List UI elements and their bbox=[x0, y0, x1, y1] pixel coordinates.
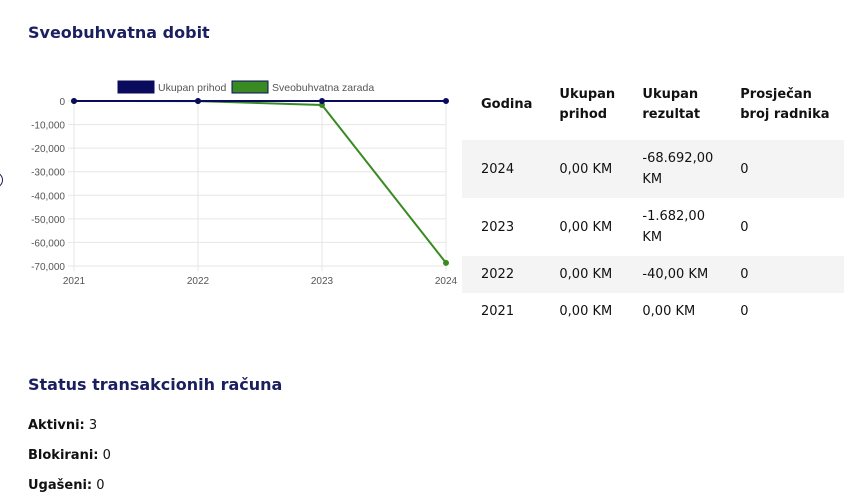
status-closed: Ugašeni: 0 bbox=[28, 478, 105, 493]
table-row: 2023 0,00 KM -1.682,00 KM 0 bbox=[462, 198, 844, 256]
status-active-label: Aktivni: bbox=[28, 418, 85, 433]
status-blocked-label: Blokirani: bbox=[28, 448, 99, 463]
cell-year: 2024 bbox=[462, 140, 541, 198]
x-tick-label: 2024 bbox=[435, 276, 458, 287]
profit-line-chart: 0 -10,000 -20,000 -30,000 -40,000 -50,000 -60,… bbox=[0, 70, 460, 295]
y-tick-label: -70,000 bbox=[31, 262, 65, 273]
cell-revenue: 0,00 KM bbox=[559, 304, 613, 319]
cell-revenue: 0,00 KM bbox=[540, 140, 624, 198]
data-point-1 bbox=[443, 259, 449, 266]
cell-year: 2023 bbox=[481, 219, 515, 235]
cell-workers: 0 bbox=[740, 219, 749, 235]
legend-swatch bbox=[117, 80, 155, 94]
data-point-0 bbox=[71, 98, 77, 104]
profit-table: Godina Ukupan prihod Ukupan rezultat Pro… bbox=[462, 70, 845, 330]
cell-workers: 0 bbox=[721, 256, 845, 293]
table-row: 2021 0,00 KM 0,00 KM 0 bbox=[462, 293, 844, 330]
header-workers: Prosječan broj radnika bbox=[740, 87, 830, 122]
y-tick-label: -20,000 bbox=[31, 144, 65, 155]
legend-label: Ukupan prihod bbox=[158, 82, 226, 94]
status-active-value: 3 bbox=[88, 418, 98, 433]
status-blocked-value: 0 bbox=[102, 448, 111, 463]
status-closed-label: Ugašeni: bbox=[28, 478, 93, 493]
table-row: 2024 0,00 KM -68.692,00 KM 0 bbox=[462, 140, 845, 198]
legend-label: Sveobuhvatna zarada bbox=[272, 82, 374, 94]
status-section-title: Status transakcionih računa bbox=[28, 375, 283, 394]
chart-svg: 0 -10,000 -20,000 -30,000 -40,000 -50,000 -60,… bbox=[31, 80, 458, 287]
x-tick-label: 2021 bbox=[63, 276, 86, 287]
y-tick-label: -30,000 bbox=[31, 168, 65, 179]
cell-workers: 0 bbox=[740, 304, 749, 319]
data-point-0 bbox=[195, 98, 201, 104]
y-tick-label: -10,000 bbox=[31, 121, 65, 132]
cell-result: -40,00 KM bbox=[623, 256, 722, 293]
x-tick-label: 2023 bbox=[311, 276, 334, 287]
cell-year: 2021 bbox=[481, 304, 515, 319]
cell-year: 2022 bbox=[462, 256, 541, 293]
cell-result: -1.682,00 KM bbox=[642, 209, 705, 245]
table-row: 2022 0,00 KM -40,00 KM 0 bbox=[462, 256, 845, 293]
profit-section-title: Sveobuhvatna dobit bbox=[28, 23, 210, 42]
header-year: Godina bbox=[481, 97, 533, 112]
cell-result: -68.692,00 KM bbox=[623, 140, 722, 198]
data-point-0 bbox=[319, 98, 325, 104]
header-revenue: Ukupan prihod bbox=[559, 87, 616, 122]
cell-result: 0,00 KM bbox=[642, 304, 696, 319]
x-tick-label: 2022 bbox=[187, 276, 210, 287]
legend-swatch bbox=[231, 80, 269, 94]
status-blocked: Blokirani: 0 bbox=[28, 448, 111, 463]
y-tick-label: -40,000 bbox=[31, 191, 65, 202]
header-result: Ukupan rezultat bbox=[642, 87, 701, 122]
y-tick-label: 0 bbox=[59, 97, 65, 108]
status-closed-value: 0 bbox=[96, 478, 105, 493]
y-tick-label: -60,000 bbox=[31, 238, 65, 249]
cell-revenue: 0,00 KM bbox=[540, 256, 624, 293]
table-header-row: Godina Ukupan prihod Ukupan rezultat Pro… bbox=[462, 70, 844, 140]
data-point-0 bbox=[443, 98, 449, 104]
series-line-1 bbox=[73, 100, 447, 264]
cell-workers: 0 bbox=[721, 140, 845, 198]
status-active: Aktivni: 3 bbox=[28, 418, 97, 433]
y-tick-label: -50,000 bbox=[31, 215, 65, 226]
cell-revenue: 0,00 KM bbox=[559, 219, 613, 235]
